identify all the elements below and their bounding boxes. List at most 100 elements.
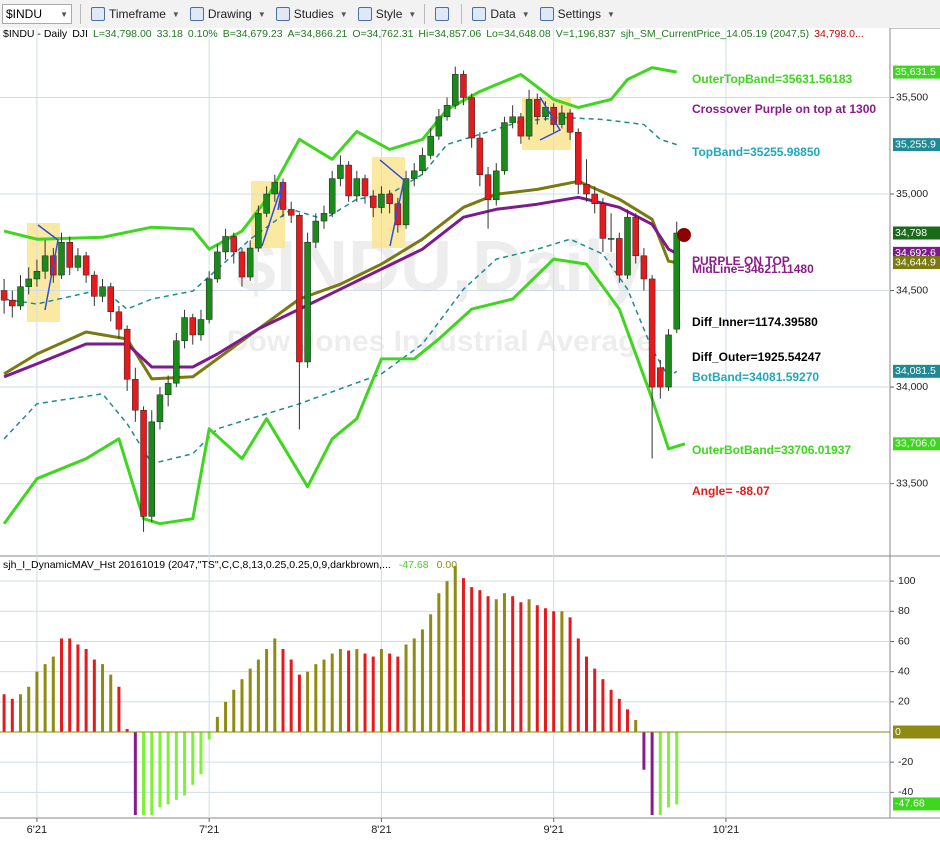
- header-field: A=34,866.21: [287, 28, 348, 40]
- histogram-bar: [560, 611, 564, 732]
- layout-button[interactable]: [435, 7, 453, 21]
- toolbar-button[interactable]: Style ▼: [357, 7, 417, 21]
- y-tick-label: 34,500: [896, 284, 928, 296]
- header-field: $INDU - Daily: [3, 28, 68, 40]
- candle-body: [566, 112, 574, 133]
- annotation: MidLine=34621.11480: [692, 262, 814, 276]
- price-tag: [893, 437, 940, 451]
- price-tag: [893, 65, 940, 79]
- candle-body: [402, 178, 410, 226]
- header-field: B=34,679.23: [222, 28, 283, 40]
- annotation: Crossover Purple on top at 1300: [692, 102, 876, 116]
- candle-body: [41, 255, 49, 272]
- icon: [435, 7, 450, 21]
- dropdown-arrow: ▼: [408, 9, 417, 19]
- candle-body: [337, 164, 344, 179]
- candle-body: [616, 238, 623, 276]
- candle-body: [509, 116, 516, 123]
- y-tick-label: 20: [898, 696, 910, 708]
- header-field: DJI: [72, 28, 88, 40]
- histogram-bar: [314, 664, 318, 732]
- toolbar-button[interactable]: Data ▼: [472, 7, 530, 21]
- candle-body: [476, 137, 484, 175]
- candle-body: [148, 421, 156, 517]
- histogram-bar: [584, 656, 588, 732]
- candle-body: [33, 270, 41, 280]
- histogram-bar: [617, 698, 621, 732]
- annotation: Angle= -88.07: [692, 484, 770, 498]
- histogram-bar: [420, 629, 424, 732]
- histogram-bar: [609, 689, 613, 732]
- histogram-bar: [388, 653, 392, 732]
- header-field: 0.10%: [187, 28, 218, 40]
- icon: [539, 7, 554, 21]
- histogram-bar: [626, 709, 630, 732]
- candle-body: [657, 367, 664, 388]
- histogram-bar: [150, 732, 154, 815]
- candle-body: [648, 278, 656, 388]
- candle-body: [435, 116, 443, 137]
- candle-body: [164, 382, 172, 396]
- toolbar-button[interactable]: Timeframe ▼: [91, 7, 180, 21]
- header: $INDU - Daily DJI L=34,798.00 33.18 0.10% B=3…: [3, 28, 864, 42]
- price-tag: [893, 364, 940, 378]
- axis-tags: 35,631.5 35,255.9 34,798 34,692.634,644.9 34…: [893, 65, 940, 811]
- histogram-bar: [101, 664, 105, 732]
- histogram-bar: [199, 732, 203, 775]
- dropdown-arrow: ▼: [606, 9, 615, 19]
- histogram-bar: [289, 659, 293, 732]
- value-tag-label: 0: [895, 726, 901, 738]
- candle-body: [222, 236, 229, 253]
- candle-body: [460, 74, 467, 98]
- separator: [461, 4, 463, 24]
- histogram-bar: [191, 732, 195, 785]
- candle-body: [558, 112, 566, 125]
- header-field: L=34,798.00: [92, 28, 152, 40]
- annotation: Diff_Inner=1174.39580: [692, 315, 818, 329]
- toolbar-button[interactable]: Drawing ▼: [189, 7, 266, 21]
- candle-body: [287, 209, 295, 216]
- x-tick-label: 9'21: [543, 824, 563, 836]
- header-field: V=1,196,837: [555, 28, 616, 40]
- candle-body: [132, 379, 139, 411]
- candle-body: [353, 178, 361, 197]
- y-tick-label: 80: [898, 605, 910, 617]
- band-line: [2, 257, 686, 526]
- candle-body: [123, 328, 131, 380]
- candle-body: [624, 216, 631, 276]
- candle-body: [296, 214, 303, 363]
- candle-body: [82, 255, 90, 276]
- y-tick-label: -20: [898, 756, 913, 768]
- dropdown-arrow: ▼: [257, 9, 266, 19]
- header-field: 34,798.0...: [814, 28, 864, 40]
- icon: [472, 7, 487, 21]
- grid: 6'21 7'21 8'21 9'21 10'21 35,500 35,000 34,500 3…: [0, 28, 928, 836]
- icon: [275, 7, 290, 21]
- button-label: Timeframe: [109, 7, 166, 21]
- symbol-box[interactable]: $INDU ▼: [2, 4, 72, 24]
- candle-body: [599, 203, 607, 239]
- histogram-bar: [338, 649, 342, 732]
- value-tag-label: -47.68: [895, 798, 925, 810]
- annotation: OuterBotBand=33706.01937: [692, 443, 851, 457]
- candle-body: [197, 319, 205, 336]
- candle-body: [410, 170, 418, 179]
- histogram-bar: [35, 671, 39, 732]
- histogram-bar: [667, 732, 671, 808]
- toolbar-button[interactable]: Settings ▼: [539, 7, 615, 21]
- dropdown-arrow: ▼: [171, 9, 180, 19]
- candle-body: [189, 317, 197, 336]
- histogram-bar: [232, 689, 236, 732]
- histogram-bar: [207, 732, 211, 740]
- histogram-bar: [109, 674, 113, 732]
- value-tag: [893, 797, 940, 811]
- histogram-bar: [322, 659, 326, 732]
- readout: -47.68: [398, 559, 429, 571]
- readout: 0.00: [436, 559, 458, 571]
- histogram-bar: [174, 732, 178, 800]
- band-line: [3, 66, 677, 251]
- toolbar-button[interactable]: Studies ▼: [275, 7, 348, 21]
- candle-body: [156, 394, 164, 423]
- candle-body: [534, 99, 541, 118]
- candle-body: [591, 193, 598, 204]
